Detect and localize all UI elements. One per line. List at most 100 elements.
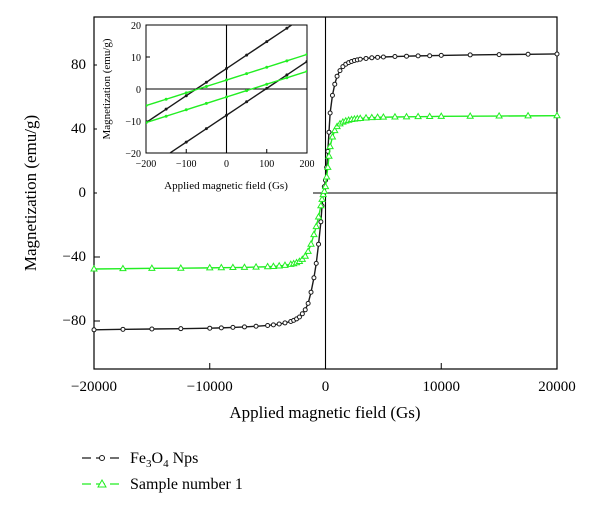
inset-sample-1-lower-point <box>245 89 249 93</box>
inset-x-tick-label: 100 <box>259 159 274 170</box>
inset-x-tick-label: 200 <box>300 159 315 170</box>
fe3o4-point <box>313 260 319 266</box>
sample-1-point <box>312 222 321 230</box>
legend-label-sample-1: Sample number 1 <box>130 476 243 493</box>
inset-fe3o4-lower-point <box>184 140 188 144</box>
sample-1-point <box>425 112 434 120</box>
sample-1-point <box>304 247 313 254</box>
main-x-tick-label: 20000 <box>538 379 576 395</box>
fe3o4-point <box>218 325 224 331</box>
fe3o4-point <box>496 52 502 58</box>
sample-1-point <box>323 163 332 170</box>
inset-fe3o4-lower-point <box>285 73 289 77</box>
fe3o4-point <box>329 92 335 98</box>
sample-1-point <box>495 111 503 119</box>
sample-1-point <box>148 264 156 271</box>
inset-fe3o4-upper-point <box>225 67 229 71</box>
inset-fe3o4-lower-point <box>305 59 307 63</box>
main-y-tick-label: 0 <box>79 185 87 201</box>
sample-1-point <box>269 262 278 269</box>
inset-sample-1-upper-point <box>225 78 229 82</box>
fe3o4-point <box>392 54 398 60</box>
sample-1-point <box>314 212 323 220</box>
fe3o4-point <box>467 52 473 58</box>
legend-label-fe3o4: Fe3O4 Nps <box>130 450 198 470</box>
inset-x-tick-label: −200 <box>136 159 157 170</box>
fe3o4-point <box>302 307 308 313</box>
legend: Fe3O4 Nps Sample number 1 <box>82 450 243 493</box>
inset-sample-1-lower-point <box>184 108 188 112</box>
inset-fe3o4-upper-point <box>184 94 188 98</box>
sample-1-point <box>391 112 399 120</box>
inset-series <box>146 25 307 153</box>
sample-1-point <box>321 182 330 190</box>
inset-fe3o4-lower-point <box>245 100 249 104</box>
sample-1-point <box>362 113 370 121</box>
fe3o4-point <box>308 289 314 295</box>
inset-x-tick-label: −100 <box>176 159 197 170</box>
fe3o4-point <box>305 300 311 306</box>
inset-y-tick-label: 10 <box>131 53 141 64</box>
sample-1-point <box>322 172 331 180</box>
inset-sample-1-upper-point <box>285 59 289 63</box>
fe3o4-point <box>120 326 126 332</box>
sample-1-point <box>317 201 325 209</box>
main-x-tick-label: 10000 <box>423 379 461 395</box>
inset-sample-1-upper-point <box>164 97 168 101</box>
fe3o4-point <box>178 326 184 332</box>
sample-1-point <box>553 111 561 119</box>
legend-item-sample-1: Sample number 1 <box>82 476 243 493</box>
sample-1-point <box>205 263 214 271</box>
inset-y-tick-label: 0 <box>136 85 141 96</box>
sample-1-point <box>356 114 365 121</box>
sample-1-point <box>217 263 226 271</box>
inset-sample-1-upper-point <box>265 65 269 69</box>
fe3o4-point <box>299 311 305 317</box>
inset-y-tick-label: −20 <box>125 149 141 160</box>
fe3o4-point <box>230 324 236 330</box>
main-y-tick-label: −40 <box>63 249 86 265</box>
fe3o4-point <box>337 68 343 74</box>
sample-1-point <box>263 262 272 270</box>
sample-1-point <box>466 111 475 119</box>
sample-1-point <box>252 262 260 270</box>
inset-fe3o4-lower-point <box>204 127 208 131</box>
legend-marker-sample-1 <box>97 478 107 488</box>
main-y-tick-label: 40 <box>71 121 86 137</box>
sample-1-point <box>319 190 328 198</box>
sample-1-point <box>176 263 185 271</box>
fe3o4-point <box>327 110 333 116</box>
inset-sample-1-lower-point <box>164 114 168 118</box>
fe3o4-point <box>326 129 332 135</box>
inset-zero-lines <box>146 25 307 153</box>
fe3o4-point <box>253 323 259 329</box>
main-x-tick-label: −10000 <box>187 379 233 395</box>
fe3o4-point <box>415 53 421 59</box>
main-series <box>90 51 561 333</box>
inset-fe3o4-upper-point <box>204 80 208 84</box>
fe3o4-point <box>525 51 531 57</box>
inset-sample-1-upper-point <box>245 72 249 76</box>
sample-1-point <box>326 142 334 150</box>
legend-marker-fe3o4 <box>99 455 105 461</box>
sample-1-point <box>275 261 284 269</box>
inset-sample-1-lower-point <box>146 121 148 125</box>
inset-fe3o4-upper-point <box>285 26 289 30</box>
sample-1-point <box>328 132 337 140</box>
inset-sample-1-lower-point <box>265 82 269 86</box>
sample-1-point <box>373 113 382 120</box>
inset-y-tick-label: 20 <box>131 21 141 32</box>
sample-1-point <box>379 112 388 120</box>
inset-sample-1-lower-point <box>204 101 208 105</box>
main-x-tick-label: 0 <box>322 379 330 395</box>
sample-1-point <box>330 126 339 134</box>
inset-sample-1-upper-point <box>146 104 148 108</box>
inset-fe3o4-upper-point <box>164 107 168 111</box>
sample-1-point <box>298 255 307 262</box>
fe3o4-point <box>149 326 155 332</box>
sample-1-point <box>367 113 376 121</box>
inset-y-tick-label: −10 <box>125 117 141 128</box>
sample-1-point <box>240 263 249 270</box>
